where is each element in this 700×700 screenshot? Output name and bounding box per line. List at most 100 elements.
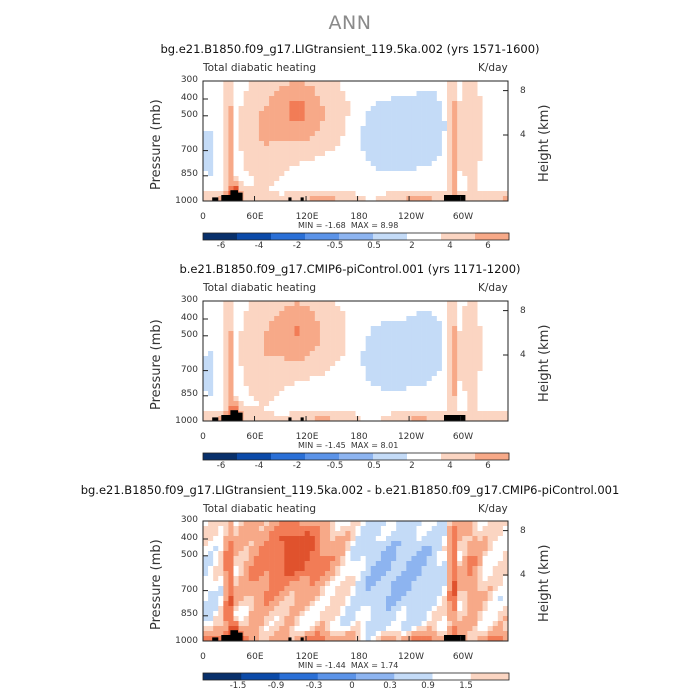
heatmap-cell <box>208 601 214 607</box>
heatmap-cell <box>325 521 331 527</box>
heatmap-cell <box>350 561 356 567</box>
heatmap-cell <box>472 366 478 372</box>
heatmap-cell <box>462 111 468 117</box>
heatmap-cell <box>350 361 356 367</box>
heatmap-cell <box>472 336 478 342</box>
heatmap-cell <box>487 301 494 307</box>
heatmap-cell <box>467 96 473 102</box>
heatmap-cell <box>386 306 392 312</box>
heatmap-cell <box>421 181 427 187</box>
heatmap-cell <box>431 616 438 622</box>
heatmap-cell <box>492 401 499 407</box>
heatmap-cell <box>309 361 316 367</box>
heatmap-cell <box>304 561 311 567</box>
heatmap-cell <box>238 141 244 147</box>
heatmap-cell <box>299 406 305 412</box>
heatmap-cell <box>223 131 229 137</box>
heatmap-cell <box>396 386 402 392</box>
heatmap-cell <box>375 191 382 197</box>
heatmap-cell <box>228 616 234 622</box>
heatmap-cell <box>472 526 478 532</box>
heatmap-cell <box>360 366 366 372</box>
heatmap-cell <box>482 406 488 412</box>
heatmap-cell <box>396 576 402 582</box>
heatmap-cell <box>345 366 351 372</box>
heatmap-cell <box>472 521 478 527</box>
heatmap-cell <box>253 161 260 167</box>
heatmap-cell <box>416 186 422 192</box>
heatmap-cell <box>253 601 260 607</box>
colorbar-swatch <box>432 673 472 680</box>
heatmap-cell <box>289 136 295 142</box>
heatmap-cell <box>238 626 244 632</box>
heatmap-cell <box>401 546 407 552</box>
heatmap-cell <box>238 396 244 402</box>
heatmap-cell <box>294 366 300 372</box>
heatmap-cell <box>457 81 463 87</box>
heatmap-cell <box>482 131 488 137</box>
heatmap-cell <box>264 166 270 172</box>
heatmap-cell <box>330 611 336 617</box>
heatmap-cell <box>208 81 214 87</box>
heatmap-cell <box>462 386 468 392</box>
heatmap-cell <box>436 171 443 177</box>
heatmap-cell <box>391 581 397 587</box>
heatmap-cell <box>304 546 311 552</box>
heatmap-cell <box>386 606 392 612</box>
heatmap-cell <box>319 196 326 202</box>
heatmap-cell <box>213 111 219 117</box>
heatmap-cell <box>431 171 438 177</box>
heatmap-cell <box>203 101 209 107</box>
heatmap-cell <box>360 606 366 612</box>
heatmap-cell <box>258 181 265 187</box>
heatmap-cell <box>223 601 229 607</box>
heatmap-cell <box>416 551 422 557</box>
heatmap-cell <box>436 176 443 182</box>
heatmap-cell <box>269 196 275 202</box>
heatmap-cell <box>386 336 392 342</box>
heatmap-cell <box>431 116 438 122</box>
heatmap-cell <box>228 551 234 557</box>
heatmap-cell <box>375 586 382 592</box>
heatmap-cell <box>426 131 433 137</box>
heatmap-cell <box>284 556 290 562</box>
heatmap-cell <box>375 186 382 192</box>
heatmap-cell <box>380 81 387 87</box>
heatmap-cell <box>274 171 280 177</box>
heatmap-cell <box>447 406 453 412</box>
heatmap-cell <box>452 146 458 152</box>
heatmap-cell <box>314 526 321 532</box>
heatmap-cell <box>203 336 209 342</box>
heatmap-cell <box>452 191 458 197</box>
heatmap-cell <box>269 416 275 422</box>
xtick: 120W <box>397 212 425 222</box>
heatmap-cell <box>467 406 473 412</box>
heatmap-cell <box>380 106 387 112</box>
heatmap-cell <box>502 601 509 607</box>
heatmap-cell <box>355 611 361 617</box>
heatmap-cell <box>294 371 300 377</box>
heatmap-cell <box>309 551 316 557</box>
heatmap-cell <box>380 541 387 547</box>
heatmap-cell <box>401 341 407 347</box>
colorbar-swatch <box>470 673 510 680</box>
heatmap-cell <box>203 376 209 382</box>
heatmap-cell <box>294 636 300 642</box>
heatmap-cell <box>208 306 214 312</box>
heatmap-cell <box>380 146 387 152</box>
heatmap-cell <box>380 321 387 327</box>
heatmap-cell <box>441 396 448 402</box>
heatmap-cell <box>233 81 239 87</box>
colorbar-label: 0.3 <box>383 681 397 691</box>
heatmap-cell <box>370 86 377 92</box>
heatmap-cell <box>309 326 316 332</box>
heatmap-cell <box>309 356 316 362</box>
heatmap-cell <box>289 586 295 592</box>
heatmap-cell <box>386 396 392 402</box>
heatmap-cell <box>447 551 453 557</box>
heatmap-cell <box>350 181 356 187</box>
heatmap-cell <box>289 331 295 337</box>
colorbar-swatch <box>279 673 319 680</box>
heatmap-cell <box>467 186 473 192</box>
heatmap-cell <box>355 351 361 357</box>
